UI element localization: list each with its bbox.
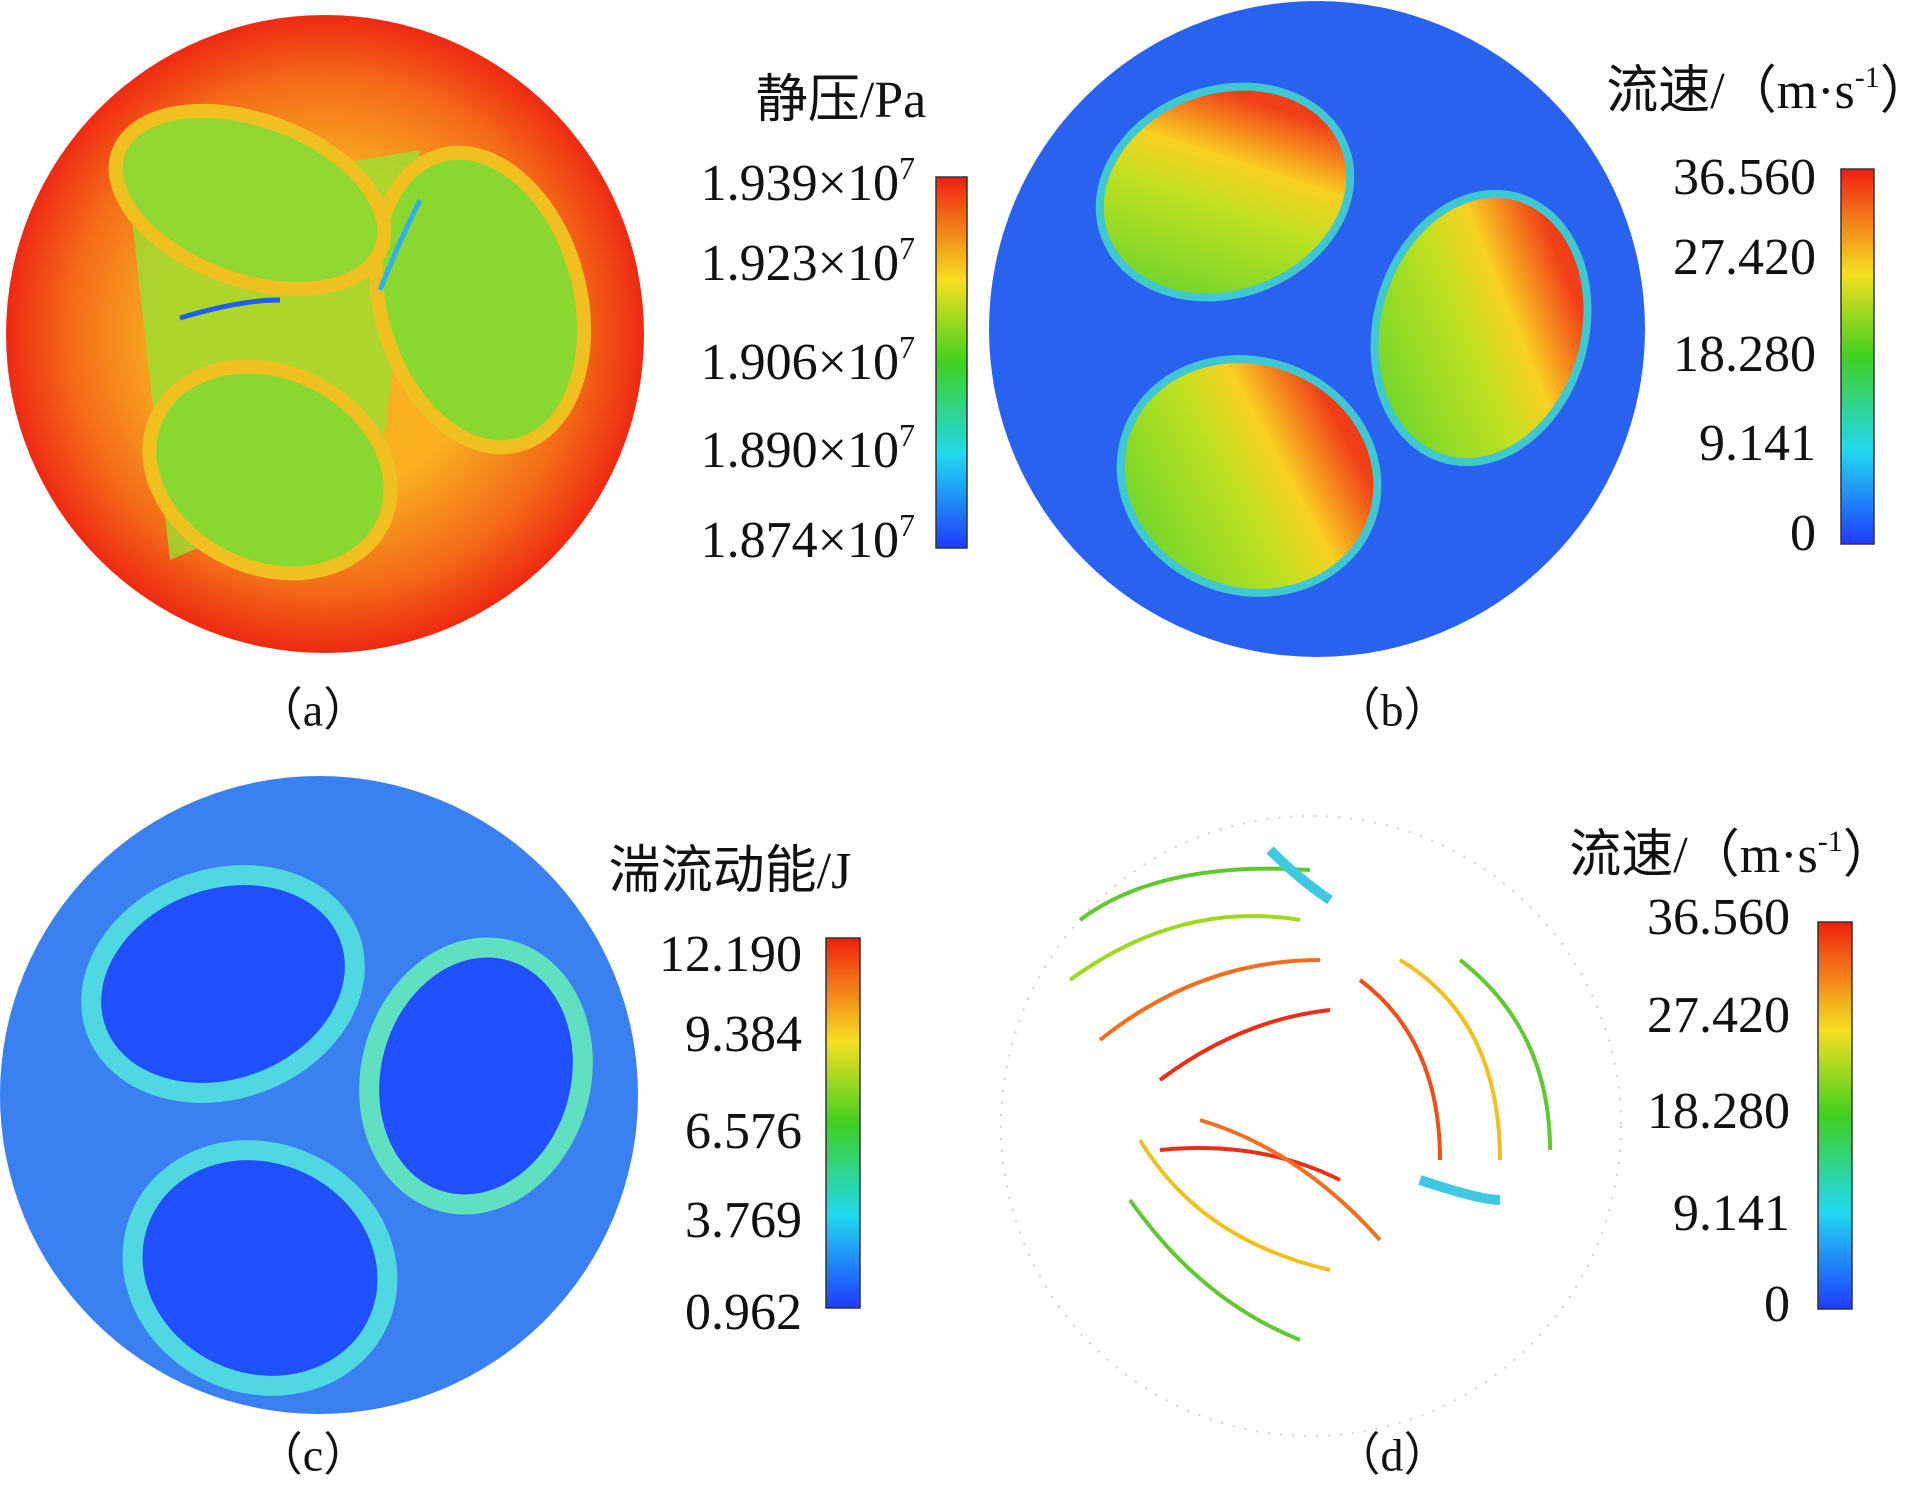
tick-label: 1.906×107	[701, 329, 915, 391]
colorbar	[1840, 168, 1875, 545]
tick-times: ×10	[818, 422, 899, 479]
legend-title: 静压/Pa	[756, 72, 926, 129]
tick-label: 27.420	[1673, 229, 1816, 286]
tick-label: 1.939×107	[701, 150, 915, 212]
tick-mantissa: 1.939	[701, 155, 818, 212]
tick-mantissa: 1.923	[701, 235, 818, 292]
tick-mantissa: 12.190	[659, 926, 802, 983]
tick-exponent: 7	[899, 417, 915, 453]
colorbar	[935, 176, 968, 549]
tick-mantissa: 1.874	[701, 512, 818, 569]
tick-label: 1.923×107	[701, 230, 915, 292]
tick-label: 27.420	[1647, 987, 1790, 1044]
tick-label: 18.280	[1673, 326, 1816, 383]
tick-mantissa: 0	[1790, 505, 1816, 562]
title-text: 流速/（m·s	[1569, 827, 1817, 884]
tick-exponent: 7	[899, 150, 915, 186]
tick-mantissa: 18.280	[1647, 1083, 1790, 1140]
tick-label: 0	[1790, 505, 1816, 562]
tick-mantissa: 0	[1764, 1276, 1790, 1333]
tick-label: 36.560	[1673, 149, 1816, 206]
title-end: ）	[1843, 827, 1895, 884]
tick-exponent: 7	[899, 329, 915, 365]
tick-label: 18.280	[1647, 1083, 1790, 1140]
tick-mantissa: 27.420	[1647, 987, 1790, 1044]
turbulence-contour	[0, 776, 638, 1414]
tick-label: 9.384	[685, 1006, 802, 1063]
title-sup: -1	[1818, 825, 1843, 858]
velocity-contour	[989, 1, 1645, 657]
tick-exponent: 7	[899, 230, 915, 266]
legend-title: 流速/（m·s-1）	[1606, 61, 1930, 120]
tick-mantissa: 36.560	[1673, 149, 1816, 206]
tick-mantissa: 1.906	[701, 334, 818, 391]
tick-exponent: 7	[899, 507, 915, 543]
panel-label: （d）	[1335, 1430, 1450, 1481]
panel-label: （a）	[257, 685, 369, 736]
legend-title: 流速/（m·s-1）	[1569, 825, 1894, 884]
title-end: ）	[1880, 63, 1930, 120]
velocity-vectors	[1000, 815, 1622, 1437]
panel-label: （c）	[257, 1430, 369, 1481]
tick-label: 12.190	[659, 926, 802, 983]
title-text: 流速/（m·s	[1606, 63, 1854, 120]
title-text: 湍流动能/J	[609, 843, 852, 900]
legend-title: 湍流动能/J	[609, 843, 852, 900]
title-sup: -1	[1855, 61, 1880, 94]
tick-label: 9.141	[1699, 415, 1816, 472]
tick-label: 1.890×107	[701, 417, 915, 479]
tick-mantissa: 3.769	[685, 1192, 802, 1249]
colorbar	[825, 937, 861, 1309]
tick-mantissa: 1.890	[701, 422, 818, 479]
tick-label: 3.769	[685, 1192, 802, 1249]
tick-label: 9.141	[1673, 1185, 1790, 1242]
tick-times: ×10	[818, 334, 899, 391]
colorbar	[1817, 921, 1853, 1310]
tick-mantissa: 9.141	[1699, 415, 1816, 472]
tick-mantissa: 36.560	[1647, 889, 1790, 946]
tick-times: ×10	[818, 512, 899, 569]
tick-mantissa: 9.141	[1673, 1185, 1790, 1242]
tick-label: 6.576	[685, 1103, 802, 1160]
tick-mantissa: 18.280	[1673, 326, 1816, 383]
tick-mantissa: 27.420	[1673, 229, 1816, 286]
tick-label: 0.962	[685, 1284, 802, 1341]
tick-label: 36.560	[1647, 889, 1790, 946]
panel-label: （b）	[1335, 685, 1450, 736]
tick-times: ×10	[818, 235, 899, 292]
tick-label: 0	[1764, 1276, 1790, 1333]
tick-mantissa: 9.384	[685, 1006, 802, 1063]
tick-mantissa: 0.962	[685, 1284, 802, 1341]
tick-label: 1.874×107	[701, 507, 915, 569]
pressure-contour	[6, 15, 644, 653]
title-text: 静压/Pa	[756, 72, 926, 129]
tick-times: ×10	[818, 155, 899, 212]
tick-mantissa: 6.576	[685, 1103, 802, 1160]
